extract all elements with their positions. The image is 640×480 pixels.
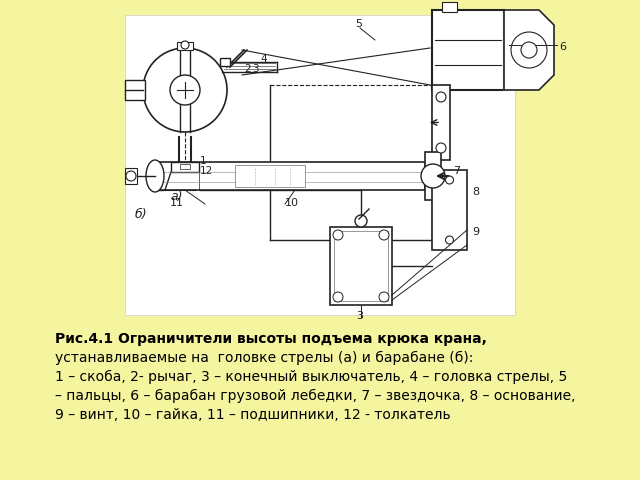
Bar	[432, 170, 467, 250]
Bar	[235, 165, 305, 187]
Bar	[432, 10, 504, 90]
Circle shape	[445, 236, 454, 244]
Bar	[334, 231, 388, 301]
Bar	[425, 152, 441, 200]
Text: 5: 5	[355, 19, 362, 29]
Text: 10: 10	[285, 198, 299, 208]
Text: 9: 9	[472, 227, 479, 237]
Circle shape	[511, 32, 547, 68]
Bar	[125, 15, 515, 315]
Circle shape	[421, 164, 445, 188]
Circle shape	[143, 48, 227, 132]
Circle shape	[170, 75, 200, 105]
Circle shape	[436, 92, 446, 102]
Circle shape	[126, 171, 136, 181]
Circle shape	[521, 42, 537, 58]
Text: 3: 3	[356, 311, 363, 321]
Text: б): б)	[135, 208, 148, 221]
Text: 4: 4	[260, 54, 267, 64]
Circle shape	[445, 176, 454, 184]
Bar	[220, 58, 230, 66]
Circle shape	[436, 143, 446, 153]
Bar	[432, 85, 450, 160]
Text: 9 – винт, 10 – гайка, 11 – подшипники, 12 - толкатель: 9 – винт, 10 – гайка, 11 – подшипники, 1…	[55, 408, 451, 422]
Circle shape	[333, 292, 343, 302]
Bar	[171, 162, 199, 172]
Bar	[125, 168, 137, 184]
Bar	[442, 2, 457, 12]
Text: 8: 8	[472, 187, 479, 197]
Circle shape	[355, 215, 367, 227]
Bar	[330, 227, 392, 305]
Circle shape	[333, 230, 343, 240]
Bar	[125, 80, 145, 100]
Ellipse shape	[146, 160, 164, 192]
Text: 12: 12	[200, 166, 213, 176]
Text: Рис.4.1 Ограничители высоты подъема крюка крана,: Рис.4.1 Ограничители высоты подъема крюк…	[55, 332, 487, 346]
Circle shape	[379, 292, 389, 302]
Text: 1 – скоба, 2- рычаг, 3 – конечный выключатель, 4 – головка стрелы, 5: 1 – скоба, 2- рычаг, 3 – конечный выключ…	[55, 370, 567, 384]
Text: 3: 3	[252, 64, 259, 74]
Bar	[155, 162, 425, 190]
Text: 7: 7	[453, 166, 460, 176]
Text: 11: 11	[170, 198, 184, 208]
Bar	[180, 164, 190, 169]
Text: 1: 1	[200, 156, 207, 166]
Text: 6: 6	[559, 42, 566, 52]
Polygon shape	[165, 172, 199, 192]
Text: а): а)	[170, 190, 182, 203]
Text: устанавливаемые на  головке стрелы (а) и барабане (б):: устанавливаемые на головке стрелы (а) и …	[55, 351, 474, 365]
Circle shape	[181, 41, 189, 49]
Circle shape	[379, 230, 389, 240]
Bar	[177, 42, 193, 50]
Text: – пальцы, 6 – барабан грузовой лебедки, 7 – звездочка, 8 – основание,: – пальцы, 6 – барабан грузовой лебедки, …	[55, 389, 575, 403]
Text: 2: 2	[244, 64, 251, 74]
Polygon shape	[504, 10, 554, 90]
